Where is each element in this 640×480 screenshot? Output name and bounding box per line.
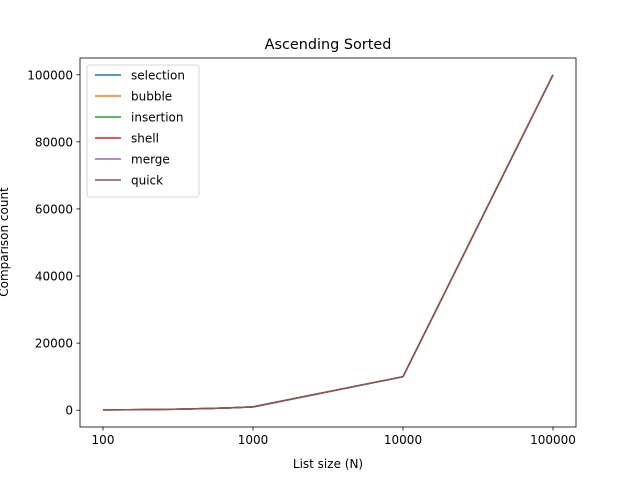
legend: selection bubble insertion shell merge quick — [86, 64, 200, 198]
y-tick-label: 20000 — [35, 337, 73, 351]
series-line-quick — [102, 74, 554, 411]
x-axis: 100 1000 10000 100000 — [92, 427, 576, 447]
plot-area — [102, 74, 554, 411]
legend-box — [86, 64, 200, 198]
x-axis-label: List size (N) — [293, 457, 363, 471]
y-tick-label: 100000 — [27, 68, 73, 82]
x-tick-label: 1000 — [238, 433, 269, 447]
axes-frame — [79, 57, 577, 428]
y-tick-label: 40000 — [35, 270, 73, 284]
legend-label-shell: shell — [131, 132, 159, 146]
y-axis: 0 20000 40000 60000 80000 100000 — [27, 68, 80, 418]
y-tick-label: 60000 — [35, 202, 73, 216]
chart-title: Ascending Sorted — [265, 37, 392, 53]
legend-label-selection: selection — [131, 69, 185, 83]
legend-label-quick: quick — [131, 174, 163, 188]
legend-label-merge: merge — [131, 153, 170, 167]
y-axis-label: Comparison count — [0, 187, 11, 297]
legend-label-insertion: insertion — [131, 111, 184, 125]
x-tick-label: 10000 — [384, 433, 422, 447]
x-tick-label: 100 — [92, 433, 115, 447]
y-tick-label: 0 — [65, 404, 73, 418]
x-tick-label: 100000 — [530, 433, 576, 447]
legend-label-bubble: bubble — [131, 90, 172, 104]
y-tick-label: 80000 — [35, 135, 73, 149]
